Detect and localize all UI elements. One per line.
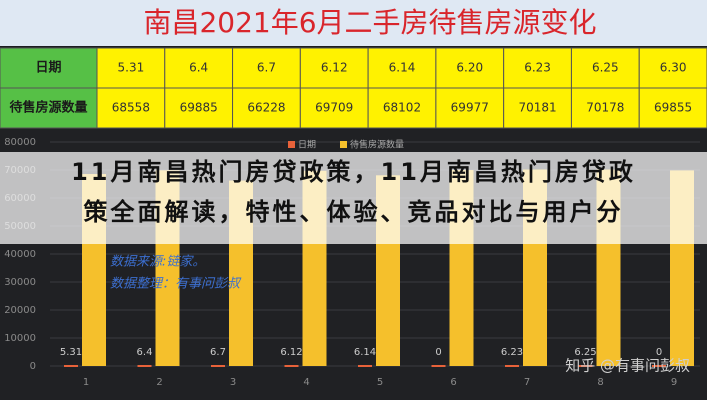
y-tick-label: 80000 — [4, 137, 36, 148]
data-label: 0 — [435, 347, 441, 358]
table-cell-text: 6.14 — [389, 61, 416, 75]
watermark: 知乎 @有事问彭叔 — [565, 357, 690, 375]
table-cell-text: 6.30 — [660, 61, 687, 75]
bar-cap — [211, 365, 225, 367]
table-cell-text: 68102 — [383, 101, 421, 115]
x-tick-label: 9 — [671, 377, 677, 388]
y-tick-label: 0 — [30, 361, 36, 372]
bar-cap — [284, 365, 299, 367]
data-label: 6.7 — [210, 347, 226, 358]
data-label: 6.25 — [574, 347, 596, 358]
data-label: 5.31 — [60, 347, 82, 358]
table-cell-text: 5.31 — [118, 61, 145, 75]
table-cell-text: 70178 — [586, 101, 624, 115]
bar-cap — [64, 365, 78, 367]
table-cell-text: 6.25 — [592, 61, 619, 75]
table-cell-text: 6.7 — [257, 61, 276, 75]
table-cell — [367, 87, 437, 129]
y-tick-label: 10000 — [4, 333, 36, 344]
table-cell-text: 69855 — [654, 101, 692, 115]
data-label: 6.14 — [354, 347, 376, 358]
y-tick-label: 40000 — [4, 249, 36, 260]
table-cell — [0, 87, 98, 129]
data-label: 6.23 — [501, 347, 523, 358]
table-cell — [367, 47, 437, 89]
legend-swatch — [288, 141, 295, 148]
x-tick-label: 5 — [377, 377, 383, 388]
table-title: 南昌2021年6月二手房待售房源变化 — [143, 6, 596, 39]
table-cell-text: 69885 — [180, 101, 218, 115]
legend-label: 待售房源数量 — [350, 139, 404, 151]
table-cell-text: 6.20 — [456, 61, 483, 75]
table-cell — [638, 87, 707, 129]
legend-label: 日期 — [298, 140, 316, 151]
table-cell — [503, 47, 572, 89]
bar-cap — [137, 365, 152, 367]
bar-cap — [578, 365, 593, 367]
table-cell-text: 6.23 — [524, 61, 551, 75]
y-tick-label: 30000 — [4, 277, 36, 288]
x-tick-label: 4 — [303, 377, 309, 388]
overlay-title: 11月南昌热门房贷政策，11月南昌热门房贷政 策全面解读，特性、体验、竞品对比与… — [0, 152, 707, 244]
overlay-line: 11月南昌热门房贷政策，11月南昌热门房贷政 — [71, 158, 636, 186]
annotation: 数据来源:链家。 — [110, 254, 205, 270]
x-tick-label: 1 — [83, 377, 89, 388]
table-cell-text: 6.4 — [189, 61, 208, 75]
table-cell — [435, 87, 505, 129]
bar-cap — [505, 365, 519, 367]
x-tick-label: 7 — [524, 377, 530, 388]
table-cell — [299, 47, 369, 89]
bar-cap — [358, 365, 372, 367]
data-label: 6.12 — [280, 347, 302, 358]
x-tick-label: 6 — [450, 377, 456, 388]
table-cell — [96, 87, 166, 129]
data-label: 6.4 — [137, 347, 153, 358]
data-label: 0 — [656, 347, 662, 358]
y-tick-label: 20000 — [4, 305, 36, 316]
table-cell-text: 69709 — [315, 101, 353, 115]
annotation: 数据整理：有事问彭叔 — [110, 277, 242, 292]
bar-cap — [431, 365, 446, 367]
table-cell-text: 6.12 — [321, 61, 348, 75]
x-tick-label: 2 — [156, 377, 162, 388]
table-cell-text: 69977 — [451, 101, 489, 115]
row-header: 待售房源数量 — [8, 100, 87, 116]
x-tick-label: 8 — [597, 377, 603, 388]
row-header: 日期 — [35, 61, 61, 76]
bar-cap — [652, 365, 666, 367]
x-tick-label: 3 — [230, 377, 236, 388]
table-title-bg — [0, 0, 707, 46]
table-cell — [435, 47, 505, 89]
overlay-line: 策全面解读，特性、体验、竞品对比与用户分 — [83, 198, 624, 226]
legend-swatch — [340, 141, 347, 148]
table-cell-text: 68558 — [112, 101, 150, 115]
table-cell — [638, 47, 707, 89]
table-cell-text: 70181 — [518, 101, 556, 115]
table-cell-text: 66228 — [247, 101, 285, 115]
table-cell — [232, 87, 301, 129]
